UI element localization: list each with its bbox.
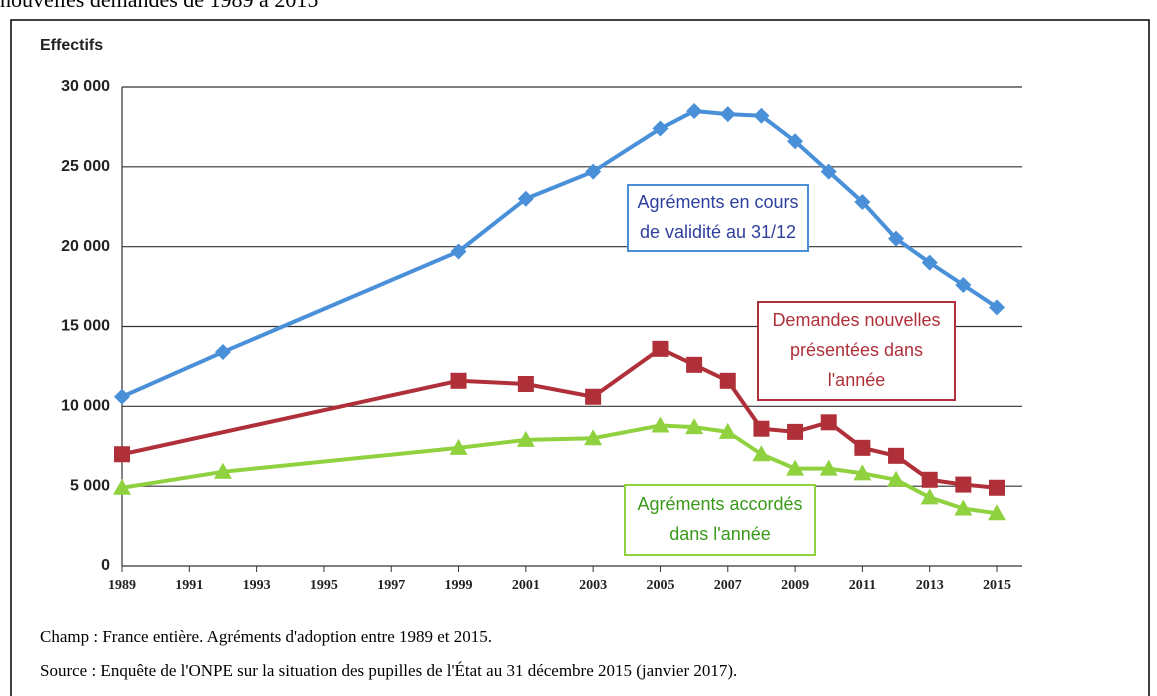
marker bbox=[820, 163, 837, 180]
marker bbox=[854, 439, 871, 456]
marker bbox=[888, 230, 905, 247]
marker bbox=[989, 299, 1005, 316]
annotation-text: l'année bbox=[828, 370, 886, 390]
y-tick-label: 25 000 bbox=[61, 158, 110, 175]
marker bbox=[752, 445, 771, 462]
x-tick-label: 2013 bbox=[916, 578, 944, 593]
x-tick-label: 1995 bbox=[310, 578, 338, 593]
x-tick-label: 2011 bbox=[849, 578, 876, 593]
x-tick-label: 2009 bbox=[781, 578, 809, 593]
y-tick-label: 20 000 bbox=[61, 238, 110, 255]
y-tick-label: 5 000 bbox=[70, 477, 110, 494]
x-tick-label: 1989 bbox=[108, 578, 136, 593]
marker bbox=[921, 254, 938, 271]
marker bbox=[888, 447, 905, 464]
marker bbox=[920, 488, 939, 505]
marker bbox=[652, 120, 669, 137]
marker bbox=[652, 340, 669, 357]
annotation-box bbox=[624, 484, 816, 556]
note: Champ : France entière. Agréments d'adop… bbox=[40, 627, 492, 646]
marker bbox=[517, 375, 534, 392]
marker bbox=[449, 438, 468, 455]
marker bbox=[753, 420, 770, 437]
marker bbox=[719, 106, 736, 123]
marker bbox=[718, 422, 737, 439]
marker bbox=[989, 479, 1005, 496]
annotation-box bbox=[757, 301, 956, 401]
marker bbox=[921, 471, 938, 488]
x-tick-label: 1991 bbox=[175, 578, 203, 593]
series-line bbox=[121, 423, 998, 516]
marker bbox=[819, 459, 838, 476]
x-tick-label: 2015 bbox=[983, 578, 1011, 593]
marker bbox=[753, 107, 770, 124]
y-tick-label: 30 000 bbox=[61, 78, 110, 95]
marker bbox=[686, 356, 703, 373]
marker bbox=[685, 418, 704, 435]
marker bbox=[787, 133, 804, 150]
marker bbox=[988, 504, 1006, 521]
marker bbox=[584, 429, 603, 446]
annotation-text: présentées dans bbox=[790, 340, 923, 360]
annotation-text: Demandes nouvelles bbox=[772, 310, 940, 330]
marker bbox=[954, 499, 973, 516]
annotation-text: dans l'année bbox=[669, 524, 771, 544]
x-tick-label: 1993 bbox=[243, 578, 271, 593]
y-tick-label: 10 000 bbox=[61, 398, 110, 415]
marker bbox=[719, 372, 736, 389]
marker bbox=[214, 344, 231, 361]
marker bbox=[585, 388, 602, 405]
marker bbox=[450, 243, 467, 260]
annotation-text: de validité au 31/12 bbox=[640, 222, 796, 242]
marker bbox=[887, 470, 906, 487]
frame bbox=[10, 19, 1150, 696]
marker bbox=[651, 416, 670, 433]
marker bbox=[820, 414, 837, 431]
y-tick-label: 15 000 bbox=[61, 318, 110, 335]
marker bbox=[853, 464, 872, 481]
chart-title: nouvelles demandes de 1989 à 2015 bbox=[0, 0, 318, 12]
marker bbox=[585, 163, 602, 180]
marker bbox=[450, 372, 467, 389]
y-tick-label: 0 bbox=[101, 557, 110, 574]
series-line bbox=[121, 108, 999, 399]
marker bbox=[213, 462, 232, 479]
x-tick-label: 1999 bbox=[445, 578, 473, 593]
x-tick-label: 2007 bbox=[714, 578, 742, 593]
marker bbox=[955, 476, 972, 493]
marker bbox=[516, 430, 535, 447]
marker bbox=[955, 276, 972, 293]
marker bbox=[114, 446, 130, 463]
marker bbox=[854, 193, 871, 210]
x-tick-label: 2001 bbox=[512, 578, 540, 593]
annotation-text: Agréments accordés bbox=[637, 494, 802, 514]
annotation-text: Agréments en cours bbox=[637, 192, 798, 212]
x-tick-label: 1997 bbox=[377, 578, 405, 593]
y-axis-label: Effectifs bbox=[40, 37, 103, 54]
marker bbox=[786, 459, 805, 476]
x-tick-label: 2005 bbox=[646, 578, 674, 593]
marker bbox=[113, 478, 131, 495]
marker bbox=[114, 388, 130, 405]
annotation-box bbox=[627, 184, 809, 252]
marker bbox=[686, 102, 703, 119]
x-tick-label: 2003 bbox=[579, 578, 607, 593]
note: Source : Enquête de l'ONPE sur la situat… bbox=[40, 661, 737, 680]
marker bbox=[517, 190, 534, 207]
marker bbox=[787, 423, 804, 440]
